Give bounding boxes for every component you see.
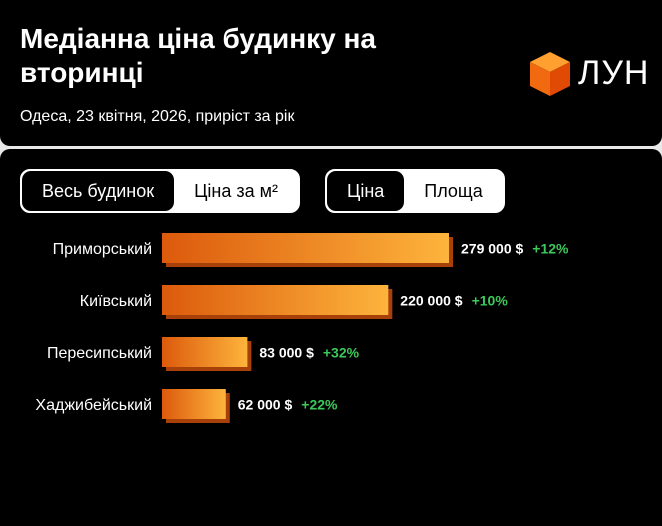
change-label: +32% <box>323 345 360 361</box>
value-label: 62 000 $ <box>238 397 293 413</box>
toggle-group: Весь будинок Ціна за м² <box>20 169 301 213</box>
bar <box>162 389 230 423</box>
title: Медіанна ціна будинку на вторинці <box>20 23 377 88</box>
toggle-group: Ціна Площа <box>325 169 505 213</box>
bar <box>162 285 393 319</box>
bar <box>162 233 453 267</box>
category-label: Пересипський <box>47 345 152 362</box>
logo-icon <box>530 52 570 96</box>
change-label: +12% <box>532 241 569 257</box>
bar-face <box>162 233 449 263</box>
bar-face <box>162 337 248 367</box>
change-label: +22% <box>301 397 338 413</box>
change-label: +10% <box>472 293 509 309</box>
category-label: Хаджибейський <box>35 397 152 414</box>
toggle-button[interactable]: Ціна <box>327 171 405 211</box>
value-label: 83 000 $ <box>259 345 314 361</box>
logo-text: ЛУН <box>578 54 650 92</box>
value-label: 279 000 $ <box>461 241 523 257</box>
category-label: Київський <box>80 293 152 310</box>
toggle-button[interactable]: Весь будинок <box>22 171 175 211</box>
value-label: 220 000 $ <box>400 293 462 309</box>
subtitle: Одеса, 23 квітня, 2026, приріст за рік <box>20 108 295 125</box>
toggle-button[interactable]: Ціна за м² <box>194 181 279 201</box>
bar <box>162 337 252 371</box>
header: Медіанна ціна будинку на вторинці Одеса,… <box>0 0 662 146</box>
toggle-button[interactable]: Площа <box>424 181 483 201</box>
bar-face <box>162 389 226 419</box>
bar-face <box>162 285 389 315</box>
category-label: Приморський <box>53 241 152 258</box>
